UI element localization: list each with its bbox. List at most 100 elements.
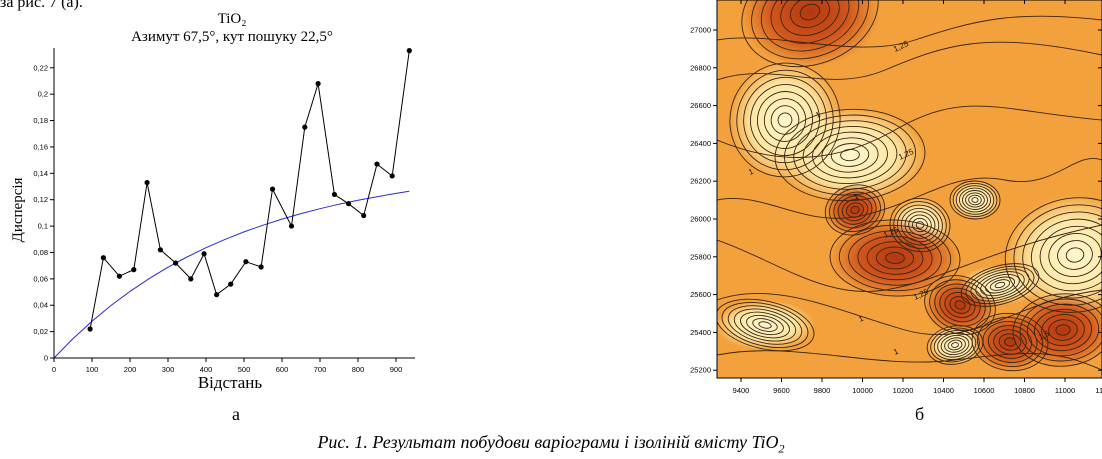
contour-line bbox=[756, 91, 814, 149]
contour-line bbox=[717, 105, 1102, 158]
y-tick-label: 0,18 bbox=[33, 116, 48, 125]
contour-line bbox=[717, 15, 1102, 48]
contour-line bbox=[1013, 204, 1102, 306]
contour-line bbox=[875, 246, 915, 270]
y-tick-label: 0,16 bbox=[33, 142, 48, 151]
contour-line bbox=[1048, 233, 1102, 277]
map-x-tick-label: 10200 bbox=[893, 386, 914, 395]
experimental-line bbox=[89, 50, 410, 330]
contour-line bbox=[857, 235, 933, 281]
panel-label-b: б bbox=[915, 404, 925, 424]
x-tick-label: 200 bbox=[124, 365, 137, 374]
contour-line bbox=[897, 204, 943, 246]
data-point bbox=[361, 212, 367, 219]
contour-line bbox=[780, 0, 840, 36]
data-point bbox=[100, 255, 106, 261]
contour-label: 1 bbox=[814, 110, 822, 120]
contour-label: 1 bbox=[857, 314, 865, 324]
data-point bbox=[201, 251, 207, 257]
contour-lines bbox=[717, 0, 1102, 372]
contour-line bbox=[885, 252, 905, 264]
contour-line bbox=[940, 334, 970, 356]
contour-line bbox=[830, 143, 870, 167]
contour-line bbox=[727, 305, 803, 345]
contour-line bbox=[829, 188, 881, 232]
x-tick-label: 400 bbox=[200, 365, 213, 374]
x-axis-label: Відстань bbox=[198, 373, 263, 392]
contour-line bbox=[777, 112, 793, 128]
model-curve bbox=[53, 190, 410, 359]
contour-line bbox=[750, 84, 820, 156]
data-point bbox=[157, 247, 163, 253]
contour-line bbox=[736, 69, 834, 171]
contour-line bbox=[980, 273, 1020, 297]
data-point bbox=[243, 259, 249, 265]
contour-line bbox=[977, 317, 1043, 367]
contour-line bbox=[944, 291, 976, 319]
contour-line bbox=[1022, 211, 1102, 299]
contour-line bbox=[944, 337, 966, 353]
map-y-tick-label: 25200 bbox=[690, 366, 711, 375]
contour-line bbox=[717, 289, 1102, 335]
contour-line bbox=[1055, 324, 1071, 336]
data-point bbox=[269, 186, 276, 192]
contour-line bbox=[833, 191, 877, 229]
contour-line bbox=[721, 302, 809, 348]
caption-subscript: 2 bbox=[778, 441, 785, 456]
contour-line bbox=[784, 114, 916, 196]
map-y-tick-label: 26600 bbox=[690, 101, 711, 110]
contour-line bbox=[965, 192, 985, 208]
intro-text: за рис. 7 (а). bbox=[0, 0, 83, 11]
contour-line bbox=[1041, 314, 1085, 346]
contour-line bbox=[989, 279, 1011, 291]
contour-line bbox=[740, 311, 790, 339]
contour-line bbox=[829, 219, 961, 297]
x-tick-label: 0 bbox=[52, 365, 56, 374]
map-y-tick-label: 26000 bbox=[690, 215, 711, 224]
contour-line bbox=[958, 187, 992, 213]
contour-line bbox=[930, 327, 980, 363]
contour-line bbox=[971, 312, 1049, 372]
contour-line bbox=[1057, 240, 1093, 270]
high-zone bbox=[972, 312, 1048, 372]
contour-line bbox=[1048, 319, 1078, 341]
contour-line bbox=[760, 0, 860, 52]
contour-line bbox=[848, 230, 942, 286]
data-point bbox=[258, 264, 264, 270]
y-tick-label: 0 bbox=[44, 354, 48, 363]
contour-line bbox=[837, 195, 873, 225]
contour-label: 1 bbox=[747, 167, 755, 177]
contour-line bbox=[984, 276, 1016, 294]
data-point bbox=[131, 267, 137, 273]
contour-line bbox=[949, 180, 1001, 220]
map-y-tick-label: 26200 bbox=[690, 177, 711, 186]
contour-line bbox=[746, 314, 784, 336]
contour-line bbox=[1026, 303, 1100, 357]
contour-line bbox=[774, 108, 926, 202]
y-tick-label: 0,08 bbox=[33, 248, 48, 257]
contour-line bbox=[717, 158, 1102, 219]
contour-line bbox=[866, 241, 924, 275]
contour-line bbox=[933, 330, 977, 360]
contour-line bbox=[939, 287, 981, 323]
contour-line bbox=[1004, 197, 1102, 313]
map-x-tick-label: 9400 bbox=[733, 386, 750, 395]
low-zone bbox=[950, 180, 1000, 220]
contour-line bbox=[970, 268, 1030, 302]
contour-line bbox=[949, 296, 971, 314]
map-x-tick-label: 10400 bbox=[933, 386, 954, 395]
contour-line bbox=[924, 275, 996, 335]
contour-line bbox=[1012, 293, 1102, 367]
contour-line bbox=[751, 0, 869, 60]
contour-line bbox=[850, 205, 860, 215]
x-tick-label: 300 bbox=[162, 365, 175, 374]
map-y-tick-label: 25400 bbox=[690, 328, 711, 337]
contour-line bbox=[965, 265, 1035, 305]
data-point bbox=[315, 81, 321, 87]
contour-line bbox=[1065, 247, 1085, 263]
x-tick-label: 600 bbox=[276, 365, 289, 374]
figure-caption: Рис. 1. Результат побудови варіограми і … bbox=[0, 432, 1102, 457]
